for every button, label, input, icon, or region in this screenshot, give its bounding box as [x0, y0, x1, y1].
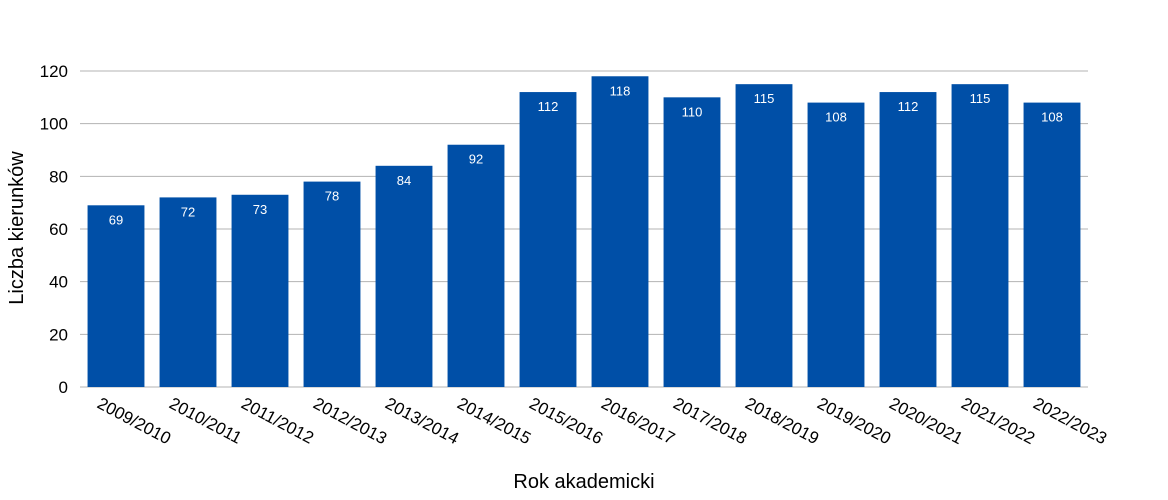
x-tick-label: 2014/2015 [454, 394, 534, 449]
bar [519, 92, 577, 388]
data-label: 108 [825, 110, 847, 125]
data-label: 69 [109, 212, 123, 227]
x-axis-title: Rok akademicki [513, 471, 654, 493]
bar [231, 194, 289, 387]
x-tick-label: 2020/2021 [886, 394, 966, 449]
data-label: 112 [898, 99, 919, 114]
bar [87, 205, 145, 387]
data-label: 115 [970, 91, 991, 106]
x-tick-label: 2009/2010 [94, 394, 174, 449]
x-tick-label: 2016/2017 [598, 394, 678, 449]
data-label: 108 [1041, 110, 1063, 125]
y-tick-label: 100 [40, 115, 68, 134]
data-label: 78 [325, 189, 339, 204]
x-tick-label: 2011/2012 [238, 394, 317, 448]
data-label: 112 [538, 99, 559, 114]
data-label: 72 [181, 204, 195, 219]
bar [735, 84, 793, 388]
y-tick-label: 40 [49, 273, 68, 292]
bar-layer [87, 76, 1081, 388]
grid-layer [80, 70, 1088, 388]
bar [807, 102, 865, 387]
data-label: 92 [469, 152, 483, 167]
x-tick-layer: 2009/20102010/20112011/20122012/20132013… [94, 394, 1110, 449]
bar [591, 76, 649, 388]
bar [951, 84, 1009, 388]
bar [879, 92, 937, 388]
bar [663, 97, 721, 387]
bar [447, 144, 505, 387]
data-label: 115 [754, 91, 775, 106]
bar [159, 197, 217, 387]
x-tick-label: 2021/2022 [958, 394, 1038, 449]
y-axis-title: Liczba kierunków [6, 151, 28, 305]
y-tick-label: 80 [49, 167, 68, 186]
y-tick-label: 20 [49, 325, 68, 344]
data-label: 118 [610, 83, 631, 98]
y-tick-label: 60 [49, 220, 68, 239]
x-tick-label: 2012/2013 [310, 394, 390, 449]
data-label: 110 [682, 104, 703, 119]
y-tick-layer: 0 20 40 60 80 100 120 [40, 62, 68, 397]
bar [1023, 102, 1081, 387]
data-label: 84 [397, 173, 411, 188]
x-tick-label: 2022/2023 [1030, 394, 1110, 449]
x-tick-label: 2013/2014 [382, 394, 462, 449]
x-tick-label: 2019/2020 [814, 394, 894, 449]
y-tick-label: 0 [59, 378, 68, 397]
x-tick-label: 2015/2016 [526, 394, 606, 449]
x-tick-label: 2017/2018 [670, 394, 750, 449]
bar [303, 181, 361, 387]
data-label-layer: 69 72 73 78 84 92 112 118 110 115 108 112 115 108 [109, 83, 1063, 227]
y-tick-label: 120 [40, 62, 68, 81]
data-label: 73 [253, 202, 267, 217]
x-tick-label: 2018/2019 [742, 394, 822, 449]
bar [375, 165, 433, 387]
x-tick-label: 2010/2011 [166, 394, 245, 448]
